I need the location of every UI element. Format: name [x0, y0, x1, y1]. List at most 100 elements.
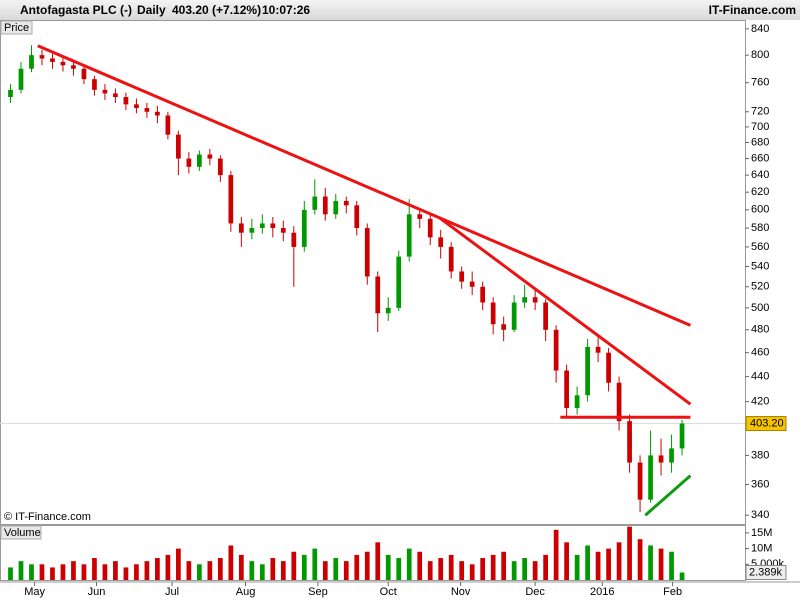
- volume-bar: [532, 561, 538, 580]
- volume-bar: [50, 567, 55, 580]
- candle-body: [186, 158, 192, 167]
- candle-body: [354, 205, 360, 229]
- candle-body: [71, 65, 76, 69]
- volume-bar: [134, 564, 139, 580]
- x-tick-label: Jun: [88, 586, 106, 598]
- candle-body: [564, 370, 569, 409]
- candle-body: [18, 68, 24, 90]
- volume-bar: [511, 561, 517, 580]
- y-tick-label: 760: [751, 77, 769, 89]
- volume-bar: [679, 572, 685, 580]
- candle-body: [301, 209, 307, 247]
- candle-body: [375, 276, 381, 314]
- volume-bar: [595, 551, 601, 580]
- candle-body: [50, 58, 55, 62]
- x-tick-label: Nov: [451, 586, 471, 598]
- candle-body: [406, 214, 412, 257]
- y-tick-label: 380: [751, 449, 769, 461]
- candle-body: [39, 55, 45, 59]
- volume-bar: [8, 567, 13, 580]
- candle-body: [396, 256, 402, 308]
- volume-bar: [417, 551, 423, 580]
- x-tick-label: Oct: [380, 586, 397, 598]
- volume-bar: [585, 545, 590, 580]
- volume-bar: [490, 554, 496, 580]
- candle-body: [238, 223, 244, 233]
- volume-bar: [480, 558, 486, 580]
- candle-body: [417, 214, 423, 219]
- candle-body: [532, 297, 538, 303]
- candle-body: [322, 196, 328, 215]
- y-tick-label: 800: [751, 49, 769, 61]
- y-tick-label: 520: [751, 281, 769, 293]
- y-tick-label: 360: [751, 478, 769, 490]
- candle-body: [490, 302, 496, 325]
- volume-bar: [29, 564, 34, 580]
- volume-bar: [606, 548, 611, 580]
- y-tick-label: 700: [751, 121, 769, 133]
- x-tick-label: Sep: [308, 586, 328, 598]
- volume-bar: [354, 554, 360, 580]
- candle-body: [469, 281, 475, 287]
- volume-bar: [501, 551, 507, 580]
- volume-tick-label: 10M: [751, 543, 772, 555]
- candle-body: [574, 395, 580, 409]
- volume-bar: [543, 554, 548, 580]
- candle-body: [385, 307, 391, 314]
- last-volume-box: [745, 564, 787, 580]
- candle-body: [679, 423, 685, 449]
- y-tick-label: 540: [751, 260, 769, 272]
- x-tick-label: 2016: [590, 586, 614, 598]
- candle-body: [312, 196, 318, 210]
- candle-body: [217, 158, 223, 176]
- last-volume-label: 2.389k: [749, 566, 783, 578]
- volume-label: Volume: [4, 527, 41, 539]
- candle-body: [155, 111, 160, 116]
- y-tick-label: 680: [751, 136, 769, 148]
- trendline: [37, 44, 692, 327]
- time: 10:07:26: [262, 3, 310, 17]
- volume-bar: [259, 564, 265, 580]
- period: Daily: [137, 3, 166, 17]
- candle-body: [123, 97, 129, 105]
- volume-bar: [197, 564, 202, 580]
- y-tick-label: 340: [751, 509, 769, 521]
- candle-body: [8, 89, 13, 98]
- volume-bar: [249, 561, 255, 580]
- candle-body: [669, 448, 674, 463]
- candle-body: [81, 68, 87, 80]
- candle-body: [511, 302, 517, 330]
- volume-bar: [427, 561, 433, 580]
- x-tick-label: Aug: [236, 586, 256, 598]
- candle-body: [270, 223, 276, 229]
- volume-bar: [648, 545, 653, 580]
- volume-bar: [637, 539, 643, 580]
- candle-body: [176, 134, 181, 159]
- candle-body: [113, 93, 118, 98]
- y-tick-label: 660: [751, 152, 769, 164]
- price-label: Price: [4, 22, 29, 34]
- y-tick-label: 560: [751, 241, 769, 253]
- volume-pane: [0, 525, 746, 581]
- copyright: © IT-Finance.com: [4, 511, 91, 523]
- x-tick-label: Feb: [663, 586, 682, 598]
- candle-body: [333, 200, 339, 215]
- volume-bar: [669, 551, 674, 580]
- volume-bar: [469, 564, 475, 580]
- candle-body: [207, 154, 213, 159]
- candle-body: [102, 89, 108, 94]
- volume-bar: [312, 548, 318, 580]
- y-tick-label: 620: [751, 186, 769, 198]
- volume-bar: [438, 558, 444, 580]
- volume-bar: [113, 561, 118, 580]
- volume-bar: [176, 548, 181, 580]
- volume-bar: [71, 561, 76, 580]
- volume-bar: [207, 561, 213, 580]
- change: 403.20 (+7.12%): [172, 3, 261, 17]
- volume-bar: [459, 561, 465, 580]
- y-tick-label: 600: [751, 204, 769, 216]
- volume-bar: [375, 542, 381, 580]
- candle-body: [364, 228, 370, 277]
- price-pane: [0, 20, 746, 525]
- volume-bar: [144, 561, 150, 580]
